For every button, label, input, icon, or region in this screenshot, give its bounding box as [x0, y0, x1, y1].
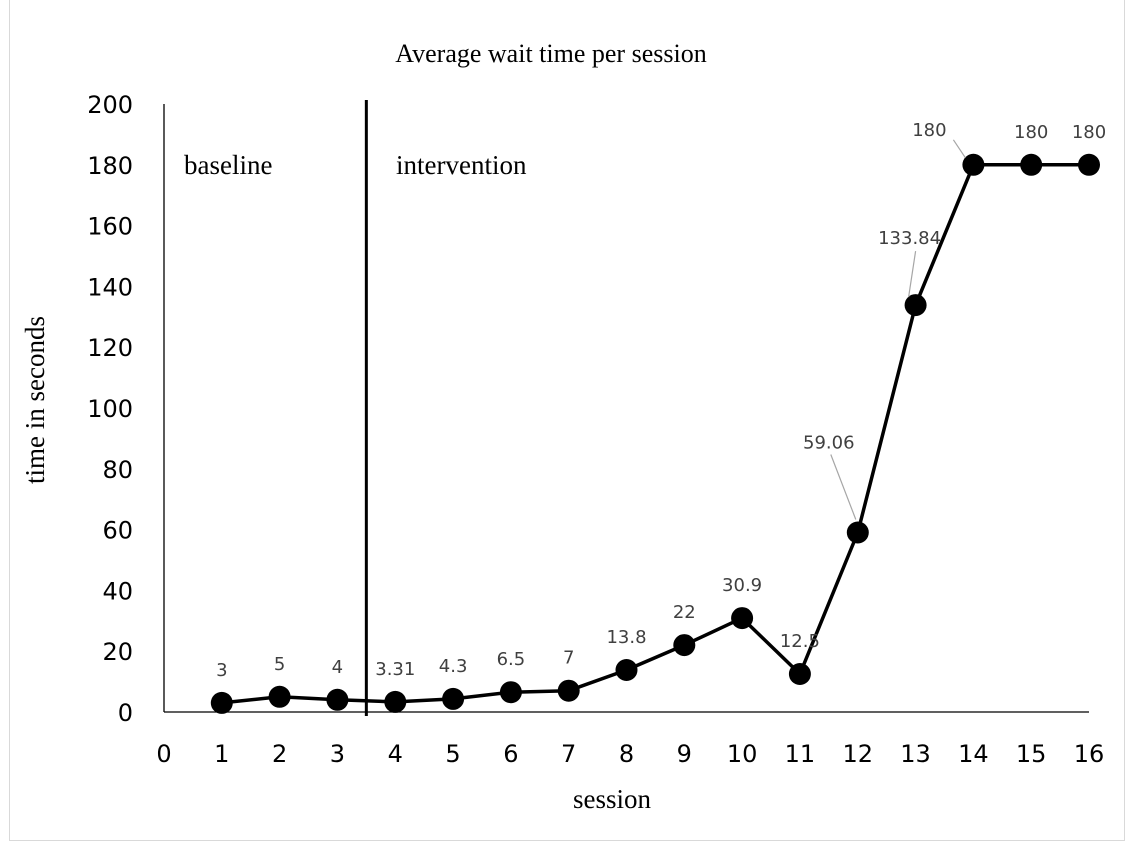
y-tick-label: 0 [118, 699, 133, 727]
x-tick-label: 6 [503, 740, 518, 768]
x-tick-label: 12 [842, 740, 873, 768]
data-point [615, 659, 638, 681]
data-label: 22 [673, 602, 696, 623]
x-tick-label: 4 [388, 740, 403, 768]
data-label: 4 [332, 657, 343, 678]
y-tick-label: 20 [102, 638, 133, 666]
x-tick-label: 5 [445, 740, 460, 768]
chart-title: Average wait time per session [395, 39, 706, 68]
data-label: 5 [274, 654, 285, 675]
data-label: 3 [216, 660, 227, 681]
y-tick-label: 140 [87, 273, 133, 301]
y-tick-label: 100 [87, 395, 133, 423]
data-point [268, 685, 291, 708]
x-tick-label: 13 [900, 740, 931, 768]
x-tick-label: 9 [677, 740, 692, 768]
data-label: 133.84 [878, 228, 941, 249]
data-point [499, 681, 522, 704]
x-axis-title: session [573, 784, 652, 814]
y-tick-label: 180 [87, 152, 133, 180]
y-tick-label: 60 [102, 517, 133, 545]
data-point [210, 691, 233, 714]
y-tick-label: 40 [102, 577, 133, 605]
data-point [557, 679, 580, 702]
data-point [731, 607, 754, 630]
data-point [904, 294, 927, 317]
data-label: 59.06 [803, 433, 855, 454]
data-label: 180 [1014, 122, 1048, 143]
y-tick-label: 80 [102, 456, 133, 484]
data-label: 3.31 [375, 659, 415, 680]
axes-layer [163, 100, 1089, 716]
data-point [442, 687, 465, 710]
x-tick-label: 16 [1074, 740, 1105, 768]
x-tick-label: 0 [156, 740, 171, 768]
data-label: 12.5 [780, 631, 820, 652]
x-tick-label: 15 [1016, 740, 1047, 768]
data-label: 13.8 [606, 627, 646, 648]
x-tick-label: 10 [727, 740, 758, 768]
phase-label-baseline: baseline [184, 150, 272, 180]
x-tick-label: 7 [561, 740, 576, 768]
series-line [221, 163, 1089, 705]
data-label: 180 [912, 120, 946, 141]
data-point [673, 634, 696, 657]
x-tick-label: 14 [958, 740, 989, 768]
data-point [326, 688, 349, 711]
data-label-leader [908, 251, 917, 298]
y-tick-label: 200 [87, 91, 133, 119]
series-layer [221, 163, 1089, 705]
data-point [384, 690, 407, 713]
data-label: 4.3 [439, 656, 468, 677]
phase-label-intervention: intervention [396, 150, 527, 180]
data-label: 180 [1072, 122, 1106, 143]
data-point [1078, 153, 1100, 176]
y-tick-label: 160 [87, 213, 133, 241]
x-tick-label: 1 [214, 740, 229, 768]
data-label: 30.9 [722, 575, 762, 596]
data-label-leader [830, 454, 857, 520]
x-tick-label: 3 [330, 740, 345, 768]
data-label: 6.5 [497, 649, 526, 670]
data-point [962, 153, 985, 176]
x-tick-label: 2 [272, 740, 287, 768]
x-tick-label: 11 [785, 740, 816, 768]
data-label: 7 [563, 648, 574, 669]
y-tick-label: 120 [87, 334, 133, 362]
data-point [1020, 153, 1043, 176]
data-point [788, 663, 811, 685]
y-axis-title: time in seconds [20, 316, 50, 484]
tick-labels-layer: 0 1 2 3 4 5 6 7 8 9 10 11 12 13 14 15 160204060801001201… [87, 91, 1104, 768]
data-point [846, 521, 869, 544]
data-labels-layer: 3 5 4 3.31 4.3 6.5 7 13.8 22 30.9 12.5 59.06 133.84 1… [216, 120, 1106, 681]
data-label-leader [952, 139, 966, 159]
markers-layer [210, 153, 1100, 714]
x-tick-label: 8 [619, 740, 634, 768]
